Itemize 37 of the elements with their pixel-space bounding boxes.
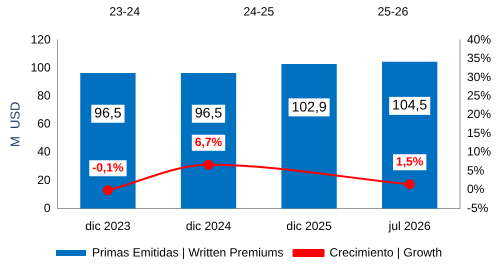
y-tick-label: 100 bbox=[30, 60, 51, 74]
data-label: 1,5% bbox=[396, 154, 424, 169]
y-tick-label: 80 bbox=[37, 88, 51, 103]
data-label: 96,5 bbox=[194, 104, 222, 121]
x-tick-label: jul 2026 bbox=[388, 219, 432, 234]
y2-tick-label: 25% bbox=[466, 88, 492, 103]
y2-tick-label: -5% bbox=[466, 200, 489, 215]
data-label: 96,5 bbox=[94, 104, 122, 121]
y2-tick-label: 10% bbox=[466, 144, 492, 159]
data-label: -0,1% bbox=[92, 160, 124, 175]
y-tick-label: 40 bbox=[37, 144, 51, 159]
text: 24-25 bbox=[243, 4, 274, 18]
point bbox=[204, 160, 214, 170]
point bbox=[404, 179, 415, 190]
text: 23-24 bbox=[109, 4, 140, 18]
x-tick-label: dic 2023 bbox=[85, 219, 131, 234]
y2-tick-label: 20% bbox=[466, 107, 492, 122]
text: 25-26 bbox=[378, 4, 409, 18]
x-tick-label: dic 2025 bbox=[286, 219, 332, 234]
legend-label: Primas Emitidas | Written Premiums bbox=[92, 245, 284, 260]
point bbox=[102, 185, 113, 196]
y-axis-title: M USD bbox=[7, 102, 22, 148]
y2-tick-label: 35% bbox=[466, 51, 492, 66]
y2-tick-label: 40% bbox=[466, 32, 492, 46]
y2-tick-label: 30% bbox=[466, 70, 492, 84]
y-tick-label: 60 bbox=[37, 116, 51, 131]
data-label: 102,9 bbox=[292, 98, 327, 114]
y2-tick-label: 15% bbox=[466, 126, 492, 140]
data-label: 104,5 bbox=[392, 96, 428, 113]
data-label: 6,7% bbox=[194, 135, 223, 150]
y-tick-label: 0 bbox=[44, 200, 51, 215]
y2-tick-label: 0% bbox=[466, 182, 485, 196]
legend-label: Crecimiento | Growth bbox=[330, 245, 442, 260]
y-tick-label: 20 bbox=[37, 172, 51, 187]
y2-tick-label: 5% bbox=[466, 163, 485, 178]
y-tick-label: 120 bbox=[30, 32, 51, 46]
x-tick-label: dic 2024 bbox=[186, 219, 232, 234]
